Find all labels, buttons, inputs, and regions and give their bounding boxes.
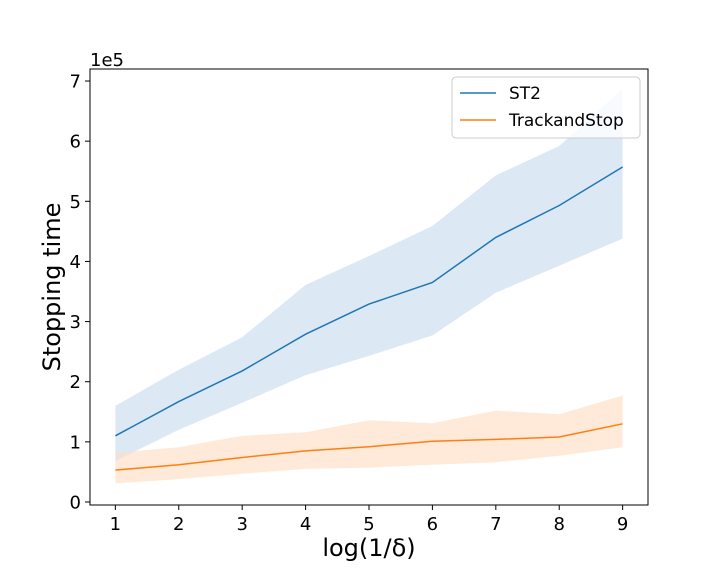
y-tick-label: 1 <box>70 432 81 453</box>
x-tick-label: 7 <box>490 514 501 535</box>
x-tick-label: 1 <box>110 514 121 535</box>
y-tick-label: 5 <box>70 192 81 213</box>
y-scale-label: 1e5 <box>90 50 124 71</box>
y-tick-label: 4 <box>70 252 81 273</box>
x-tick-label: 3 <box>236 514 247 535</box>
x-tick-label: 4 <box>300 514 311 535</box>
band-series-1 <box>115 395 623 484</box>
confidence-bands <box>115 88 623 484</box>
x-axis-label: log(1/δ) <box>322 534 415 562</box>
legend-box <box>451 76 641 139</box>
y-axis-label: Stopping time <box>38 203 66 372</box>
y-tick-label: 0 <box>70 492 81 513</box>
y-axis: 0 1 2 3 4 5 6 7 <box>70 72 90 513</box>
y-tick-label: 7 <box>70 72 81 93</box>
x-tick-label: 9 <box>617 514 628 535</box>
x-tick-label: 5 <box>363 514 374 535</box>
legend: ST2 TrackandStop <box>451 76 641 139</box>
legend-label-1: TrackandStop <box>508 111 624 131</box>
y-tick-label: 3 <box>70 312 81 333</box>
x-tick-label: 8 <box>554 514 565 535</box>
x-tick-label: 6 <box>427 514 438 535</box>
band-series-0 <box>115 88 623 462</box>
y-tick-label: 2 <box>70 372 81 393</box>
legend-label-0: ST2 <box>509 84 541 104</box>
x-axis: 1 2 3 4 5 6 7 8 9 <box>110 505 628 535</box>
y-tick-label: 6 <box>70 132 81 153</box>
series-lines <box>115 166 623 471</box>
x-tick-label: 2 <box>173 514 184 535</box>
